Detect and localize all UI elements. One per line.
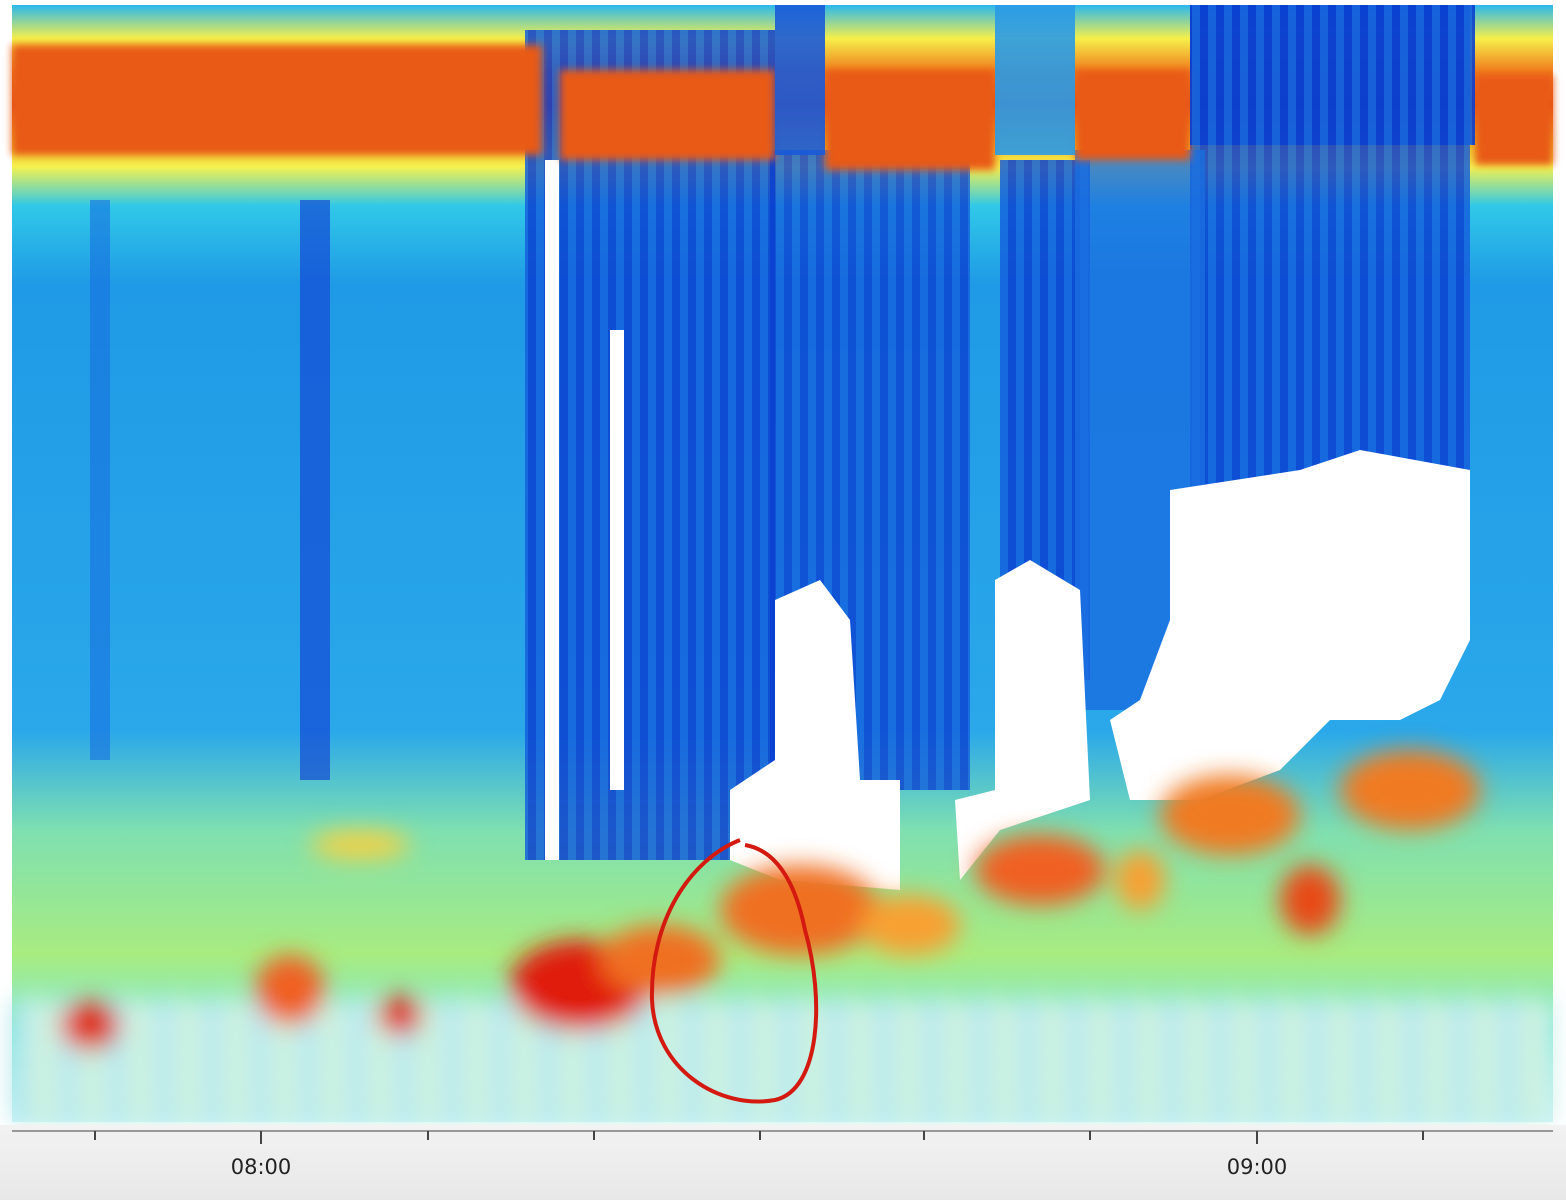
time-label: 09:00 bbox=[1227, 1155, 1288, 1179]
empty-regions bbox=[545, 160, 1470, 890]
time-label: 08:00 bbox=[231, 1155, 292, 1179]
axis-ticks bbox=[94, 1131, 1424, 1144]
time-axis: 08:00 09:00 bbox=[0, 1125, 1566, 1200]
top-band bbox=[12, 5, 1553, 170]
red-circle-annotation bbox=[649, 838, 819, 1104]
lower-patches bbox=[12, 750, 1553, 1122]
